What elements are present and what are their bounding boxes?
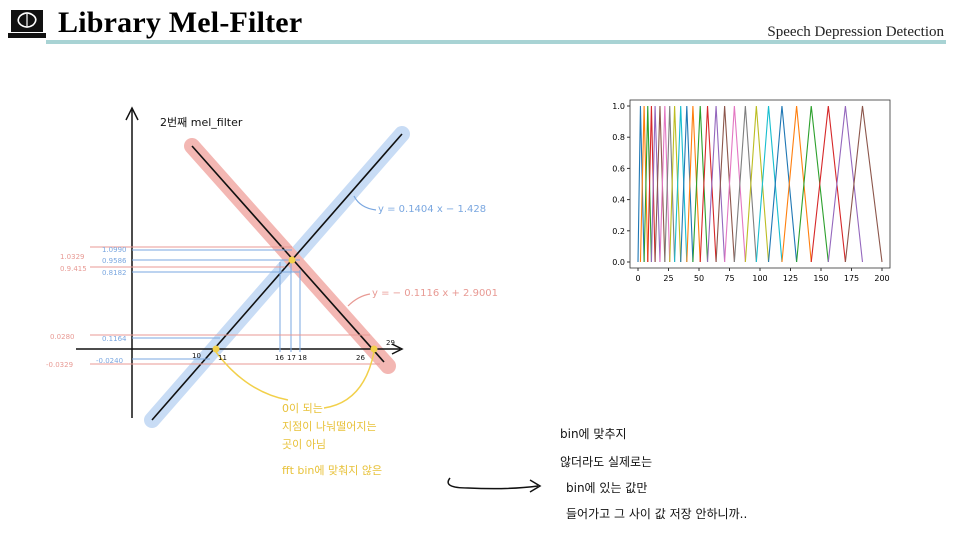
filter-triangle-22 — [796, 105, 829, 263]
slide-header: Library Mel-Filter Speech Depression Det… — [0, 0, 960, 48]
filter-triangle-13 — [699, 105, 717, 263]
x-tick-label: 75 — [724, 274, 734, 283]
yellow-note-line-2: 곳이 아님 — [282, 438, 326, 450]
x-tick-label: 125 — [783, 274, 798, 283]
filter-triangle-23 — [810, 105, 846, 263]
x-tick-label: 50 — [694, 274, 704, 283]
y-label-red-2: 0.0280 — [50, 333, 75, 341]
falling-line — [191, 145, 385, 363]
x-tick-label: 175 — [844, 274, 859, 283]
x-ticks: 0 25 50 75 100 125 150 175 200 — [635, 268, 890, 283]
page-title: Library Mel-Filter — [58, 6, 303, 39]
filter-triangle-9 — [674, 105, 688, 263]
y-label-blue-3: 0.1164 — [102, 335, 127, 343]
x-tick-label: 25 — [663, 274, 673, 283]
filter-triangle-25 — [844, 105, 883, 263]
handwritten-note: bin에 맞추지 않더라도 실제로는 bin에 있는 값만 들어가고 그 사이 … — [447, 427, 747, 521]
x-label-3: 17 — [287, 354, 296, 362]
y-label-blue-1: 0.9586 — [102, 257, 127, 265]
x-tick-label: 200 — [874, 274, 889, 283]
filter-triangle-3 — [647, 105, 656, 263]
x-axis-arrow — [391, 343, 404, 355]
y-label-red-1: 0.9.415 — [60, 265, 87, 273]
yellow-note-line-0: 0이 되는 — [282, 402, 323, 415]
sketch-heading: 2번째 mel_filter — [160, 116, 243, 129]
y-axis-arrow — [125, 106, 139, 121]
filter-triangle-19 — [755, 105, 783, 263]
x-label-2: 16 — [275, 354, 284, 362]
y-label-red-0: 1.0329 — [60, 253, 85, 261]
y-tick-label: 0.4 — [612, 196, 625, 205]
filter-triangle-7 — [664, 105, 676, 263]
yellow-note-line-3: fft bin에 맞춰지 않은 — [282, 464, 382, 477]
slide-subtitle: Speech Depression Detection — [767, 24, 944, 40]
note-line-2: bin에 있는 값만 — [566, 481, 647, 495]
y-tick-label: 0.2 — [612, 227, 625, 236]
equation-falling: y = − 0.1116 x + 2.9001 — [372, 288, 498, 299]
note-line-3: 들어가고 그 사이 값 저장 안하니까.. — [566, 507, 747, 521]
y-tick-label: 1.0 — [612, 102, 625, 111]
x-tick-label: 100 — [752, 274, 767, 283]
y-label-blue-0: 1.0990 — [102, 246, 127, 254]
yellow-arrow-right — [323, 351, 375, 409]
filter-triangle-5 — [654, 105, 666, 263]
x-tick-label: 150 — [813, 274, 828, 283]
y-label-blue-2: 0.8182 — [102, 269, 127, 277]
filter-triangle-18 — [744, 105, 770, 263]
x-label-1: 11 — [218, 354, 227, 362]
title-underline — [46, 40, 946, 44]
filter-triangle-17 — [733, 105, 757, 263]
filter-triangle-12 — [692, 105, 709, 263]
filter-triangle-8 — [669, 105, 682, 263]
filter-triangle-4 — [650, 105, 661, 263]
y-label-red-3: -0.0329 — [46, 361, 73, 369]
note-arrow-head — [529, 479, 542, 493]
filter-triangle-1 — [639, 105, 649, 263]
y-tick-label: 0.0 — [612, 258, 625, 267]
filter-triangle-21 — [781, 105, 812, 263]
filter-triangle-24 — [827, 105, 864, 263]
filter-triangle-10 — [680, 105, 694, 263]
yellow-note-extra: fft bin에 맞춰지 않은 — [282, 464, 382, 477]
filter-triangle-2 — [643, 105, 652, 263]
filter-triangle-0 — [637, 105, 645, 263]
x-label-6: 29 — [386, 339, 395, 347]
plot-frame — [629, 99, 891, 269]
filter-triangle-14 — [706, 105, 726, 263]
x-tick-label: 0 — [635, 274, 640, 283]
filter-triangle-6 — [659, 105, 671, 263]
y-tick-label: 0.6 — [612, 164, 625, 173]
yellow-note-line-1: 지점이 나눠떨어지는 — [282, 420, 377, 433]
note-arrow — [447, 477, 539, 490]
mel-filterbank-plot: 1.0 0.8 0.6 0.4 0.2 0.0 0 25 50 75 100 125 150 175 20… — [612, 99, 891, 283]
intersection-dots — [212, 256, 378, 353]
x-label-4: 18 — [298, 354, 307, 362]
yellow-arrow-left — [215, 351, 289, 401]
mel-filter-sketch: 2번째 mel_filter y = 0.1404 x − 1.428 y = … — [46, 106, 498, 450]
filter-triangle-15 — [715, 105, 735, 263]
filter-triangle-20 — [767, 105, 798, 263]
note-line-0: bin에 맞추지 — [560, 427, 627, 441]
y-label-blue-4: -0.0240 — [96, 357, 123, 365]
plot-series-group — [637, 105, 883, 263]
y-tick-label: 0.8 — [612, 133, 625, 142]
rising-line — [151, 133, 403, 421]
equation-rising: y = 0.1404 x − 1.428 — [378, 204, 486, 215]
red-guides — [90, 246, 380, 365]
note-line-1: 않더라도 실제로는 — [560, 455, 652, 469]
filter-triangle-16 — [724, 105, 746, 263]
laptop-brain-icon — [8, 10, 46, 38]
x-label-5: 26 — [356, 354, 365, 362]
filter-triangle-11 — [686, 105, 701, 263]
y-ticks: 1.0 0.8 0.6 0.4 0.2 0.0 — [612, 102, 630, 267]
blue-guides — [132, 249, 301, 360]
x-label-0: 10 — [192, 352, 201, 360]
